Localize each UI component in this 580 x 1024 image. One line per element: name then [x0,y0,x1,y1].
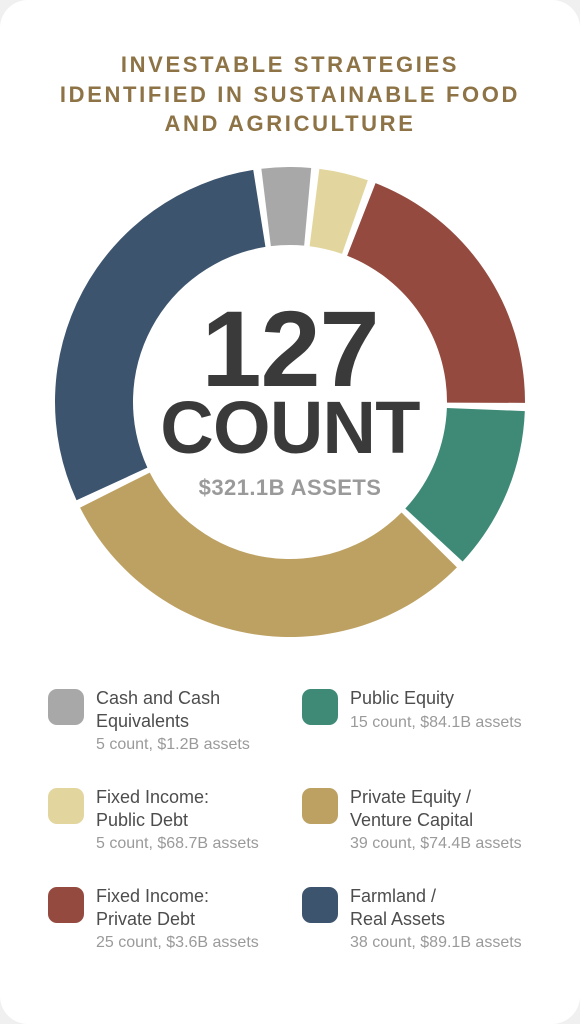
legend-text: Cash and CashEquivalents 5 count, $1.2B a… [96,687,250,754]
donut-segment-pe_vc [80,473,457,637]
legend-label: Cash and CashEquivalents [96,687,250,732]
legend-item-cash: Cash and CashEquivalents 5 count, $1.2B a… [48,687,278,754]
donut-segment-farmland [55,170,265,500]
legend-item-public_eq: Public Equity 15 count, $84.1B assets [302,687,532,754]
legend-swatch [48,689,84,725]
donut-chart [55,167,525,637]
donut-wrapper: 127 COUNT $321.1B ASSETS [48,167,532,637]
infographic-card: INVESTABLE STRATEGIES IDENTIFIED IN SUST… [0,0,580,1024]
legend-label: Private Equity /Venture Capital [350,786,522,831]
legend-detail: 5 count, $1.2B assets [96,736,250,754]
legend-swatch [48,788,84,824]
legend-label: Public Equity [350,687,522,710]
legend-label: Fixed Income:Public Debt [96,786,259,831]
legend-swatch [302,689,338,725]
legend-text: Public Equity 15 count, $84.1B assets [350,687,522,732]
legend-label: Farmland /Real Assets [350,885,522,930]
donut-segment-fi_private [347,183,525,403]
chart-title: INVESTABLE STRATEGIES IDENTIFIED IN SUST… [48,50,532,139]
legend-detail: 39 count, $74.4B assets [350,835,522,853]
legend-swatch [48,887,84,923]
legend-label: Fixed Income:Private Debt [96,885,259,930]
legend-detail: 25 count, $3.6B assets [96,934,259,952]
legend: Cash and CashEquivalents 5 count, $1.2B a… [48,687,532,952]
legend-item-farmland: Farmland /Real Assets 38 count, $89.1B as… [302,885,532,952]
legend-text: Fixed Income:Public Debt 5 count, $68.7B … [96,786,259,853]
legend-detail: 5 count, $68.7B assets [96,835,259,853]
legend-swatch [302,887,338,923]
legend-item-pe_vc: Private Equity /Venture Capital 39 count,… [302,786,532,853]
legend-detail: 15 count, $84.1B assets [350,714,522,732]
legend-text: Fixed Income:Private Debt 25 count, $3.6B… [96,885,259,952]
donut-segment-cash [261,167,311,246]
legend-text: Private Equity /Venture Capital 39 count,… [350,786,522,853]
legend-text: Farmland /Real Assets 38 count, $89.1B as… [350,885,522,952]
legend-detail: 38 count, $89.1B assets [350,934,522,952]
legend-item-fi_private: Fixed Income:Private Debt 25 count, $3.6B… [48,885,278,952]
legend-swatch [302,788,338,824]
legend-item-fi_public: Fixed Income:Public Debt 5 count, $68.7B … [48,786,278,853]
